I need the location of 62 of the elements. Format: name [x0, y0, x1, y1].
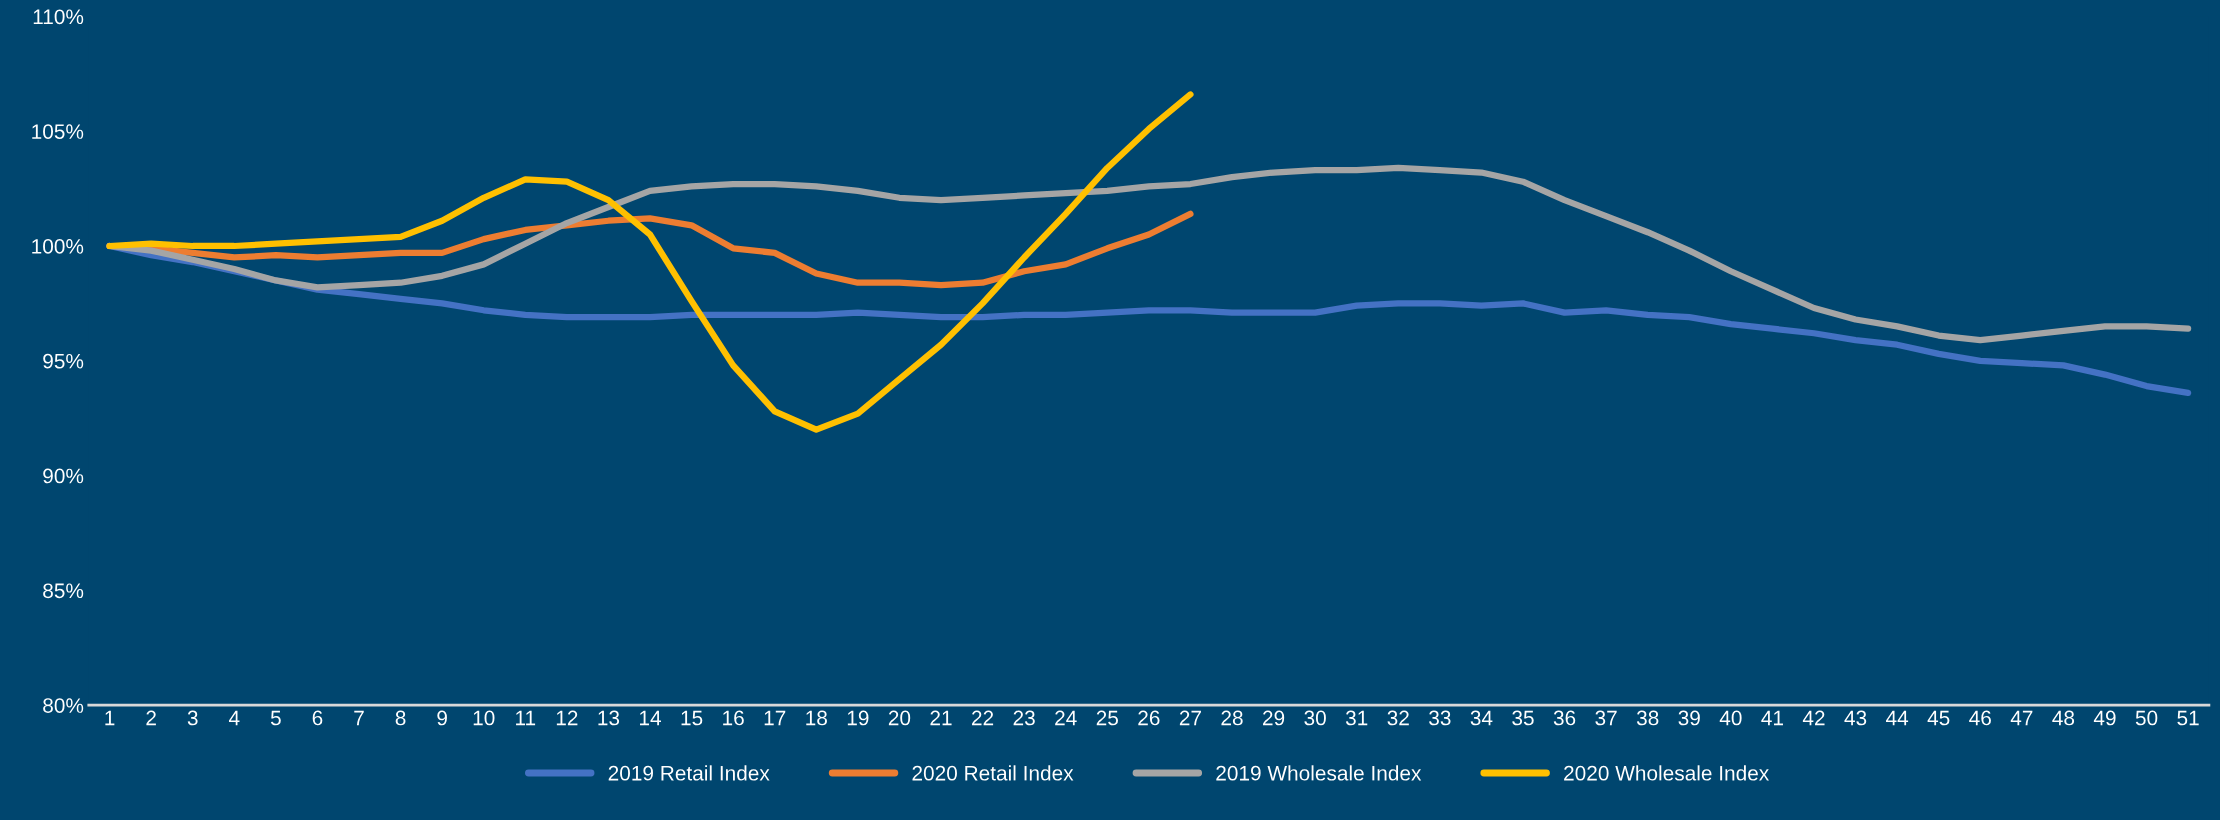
x-tick-label: 45 — [1927, 710, 1950, 726]
y-tick-label: 110% — [33, 9, 84, 25]
x-tick-label: 25 — [1096, 710, 1118, 726]
x-tick-label: 34 — [1470, 710, 1493, 726]
legend-label: 2020 Wholesale Index — [1564, 765, 1769, 781]
legend-label: 2019 Wholesale Index — [1216, 765, 1422, 781]
x-tick-label: 35 — [1512, 710, 1534, 726]
x-tick-label: 30 — [1304, 710, 1326, 726]
y-tick-label: 100% — [32, 239, 84, 254]
x-tick-label: 9 — [437, 710, 447, 726]
x-tick-label: 43 — [1844, 710, 1867, 726]
x-tick-label: 47 — [2010, 710, 2033, 726]
x-tick-label: 40 — [1719, 710, 1742, 726]
x-tick-label: 23 — [1013, 710, 1035, 726]
x-tick-label: 10 — [473, 710, 495, 726]
x-tick-label: 15 — [681, 710, 703, 726]
x-tick-label: 51 — [2177, 710, 2199, 726]
x-tick-label: 27 — [1179, 710, 1201, 726]
y-tick-label: 105% — [32, 124, 84, 139]
x-tick-label: 7 — [354, 710, 364, 726]
x-tick-label: 46 — [1969, 710, 1991, 726]
x-tick-label: 11 — [516, 710, 536, 726]
x-tick-label: 13 — [598, 710, 620, 726]
x-tick-label: 33 — [1429, 710, 1451, 726]
x-tick-label: 14 — [640, 710, 661, 726]
x-tick-label: 4 — [228, 710, 240, 726]
x-tick-label: 19 — [847, 710, 869, 726]
x-tick-label: 18 — [806, 710, 827, 726]
y-tick-label: 80% — [43, 698, 84, 713]
x-tick-label: 24 — [1055, 710, 1077, 726]
x-tick-label: 28 — [1221, 710, 1243, 726]
x-tick-label: 32 — [1387, 710, 1409, 726]
x-tick-label: 37 — [1595, 710, 1617, 726]
legend-label: 2020 Retail Index — [912, 765, 1074, 781]
x-tick-label: 1 — [105, 710, 115, 726]
x-tick-label: 20 — [888, 710, 911, 726]
x-tick-label: 39 — [1678, 710, 1700, 726]
y-tick-label: 85% — [43, 583, 84, 599]
x-tick-label: 31 — [1345, 710, 1368, 726]
x-tick-label: 48 — [2052, 710, 2075, 726]
x-tick-label: 2 — [146, 710, 156, 726]
x-tick-label: 44 — [1886, 710, 1909, 726]
x-tick-label: 26 — [1138, 710, 1160, 726]
y-tick-label: 95% — [43, 353, 84, 369]
x-tick-label: 12 — [556, 710, 578, 726]
x-tick-label: 41 — [1761, 710, 1783, 726]
x-tick-label: 16 — [723, 710, 744, 726]
x-tick-label: 8 — [395, 710, 406, 726]
legend-label: 2019 Retail Index — [608, 765, 770, 781]
x-tick-label: 22 — [972, 710, 994, 726]
x-tick-label: 36 — [1553, 710, 1576, 726]
x-tick-label: 5 — [270, 710, 281, 726]
x-tick-label: 29 — [1263, 710, 1285, 726]
x-tick-label: 49 — [2093, 710, 2116, 726]
x-tick-label: 3 — [187, 710, 198, 726]
y-tick-label: 90% — [43, 468, 84, 484]
x-tick-label: 21 — [930, 710, 952, 726]
x-tick-label: 50 — [2135, 710, 2158, 726]
x-tick-label: 42 — [1802, 710, 1825, 726]
x-tick-label: 38 — [1636, 710, 1659, 726]
x-tick-label: 17 — [764, 710, 786, 726]
x-tick-label: 6 — [312, 710, 323, 726]
